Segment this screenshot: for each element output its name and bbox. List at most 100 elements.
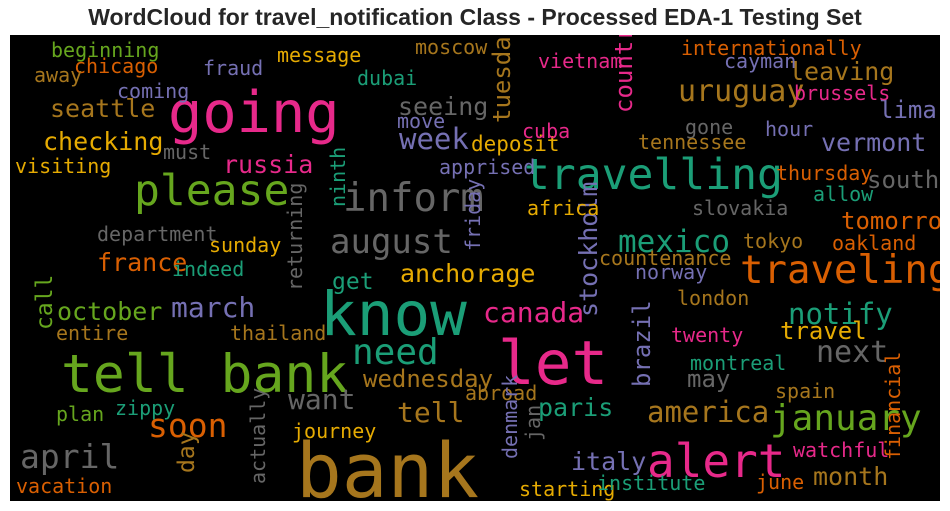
- word-going: going: [168, 80, 340, 146]
- word-norway: norway: [635, 260, 708, 284]
- word-january: january: [770, 398, 922, 439]
- word-moscow: moscow: [415, 35, 488, 59]
- word-wednesday: wednesday: [363, 365, 494, 393]
- word-soon: soon: [148, 406, 228, 445]
- word-entire: entire: [56, 321, 129, 345]
- word-vietnam: vietnam: [538, 49, 623, 73]
- word-spain: spain: [775, 379, 836, 403]
- word-inform: inform: [343, 176, 484, 221]
- word-tomorrow: tomorrow: [841, 207, 940, 235]
- word-next: next: [816, 335, 889, 370]
- word-travel: travel: [780, 317, 867, 345]
- word-brazil: brazil: [628, 300, 656, 387]
- word-department: department: [97, 222, 218, 246]
- word-slovakia: slovakia: [692, 196, 789, 220]
- word-away: away: [34, 63, 83, 87]
- word-beginning: beginning: [51, 38, 160, 62]
- word-vermont: vermont: [821, 128, 927, 157]
- word-notify: notify: [788, 297, 893, 331]
- chart-title: WordCloud for travel_notification Class …: [88, 4, 862, 30]
- word-watchful: watchful: [793, 438, 890, 462]
- word-abroad: abroad: [465, 381, 538, 405]
- word-chicago: chicago: [74, 54, 159, 78]
- word-thailand: thailand: [230, 321, 327, 345]
- word-sunday: sunday: [209, 233, 282, 257]
- word-vacation: vacation: [16, 474, 113, 498]
- word-ninth: ninth: [326, 146, 350, 207]
- word-seattle: seattle: [50, 94, 156, 123]
- word-week: week: [399, 122, 469, 156]
- word-uruguay: uruguay: [678, 74, 805, 109]
- word-america: america: [647, 395, 770, 429]
- word-june: june: [756, 470, 805, 494]
- word-need: need: [352, 332, 439, 373]
- word-alert: alert: [647, 434, 786, 488]
- word-journey: journey: [292, 419, 377, 443]
- word-allow: allow: [813, 182, 874, 206]
- word-tell: tell: [397, 396, 465, 429]
- word-actually: actually: [246, 387, 270, 484]
- word-tuesday: tuesday: [488, 35, 516, 123]
- word-let: let: [498, 328, 609, 399]
- word-dubai: dubai: [357, 66, 418, 90]
- word-lima: lima: [879, 96, 937, 124]
- word-thursday: thursday: [776, 161, 873, 185]
- word-friday: friday: [461, 178, 485, 251]
- word-italy: italy: [571, 447, 647, 476]
- word-must: must: [163, 140, 212, 164]
- word-jan: jan: [521, 404, 545, 441]
- word-country: country: [610, 35, 638, 113]
- word-south: south: [867, 166, 940, 194]
- word-canada: canada: [483, 296, 585, 329]
- word-coming: coming: [117, 79, 190, 103]
- word-brussels: brussels: [794, 81, 891, 105]
- word-october: october: [57, 297, 163, 326]
- word-april: april: [20, 437, 120, 476]
- word-france: france: [97, 248, 188, 277]
- word-want: want: [288, 383, 356, 416]
- word-anchorage: anchorage: [400, 259, 536, 288]
- word-tokyo: tokyo: [743, 229, 804, 253]
- word-montreal: montreal: [690, 351, 787, 375]
- word-denmark: denmark: [498, 374, 522, 459]
- word-bank: bank: [296, 426, 480, 502]
- word-tell-bank: tell bank: [61, 344, 349, 405]
- word-oakland: oakland: [832, 231, 917, 255]
- word-traveling: traveling: [740, 248, 940, 293]
- word-countenance: countenance: [599, 246, 732, 270]
- word-message: message: [277, 43, 362, 67]
- word-zippy: zippy: [115, 396, 176, 420]
- word-financial: financial: [881, 351, 905, 460]
- word-hour: hour: [765, 117, 814, 141]
- word-checking: checking: [43, 127, 164, 156]
- word-apprised: apprised: [439, 155, 536, 179]
- word-institute: institute: [597, 471, 706, 495]
- word-day: day: [174, 431, 200, 473]
- word-tennessee: tennessee: [638, 130, 747, 154]
- wordcloud-canvas: bank know let going tell bank alert please trav…: [10, 35, 940, 501]
- word-august: august: [330, 222, 453, 262]
- word-cayman: cayman: [724, 49, 797, 73]
- word-march: march: [171, 291, 256, 324]
- word-london: london: [677, 286, 750, 310]
- word-returning: returning: [283, 182, 307, 291]
- word-month: month: [813, 462, 889, 491]
- word-starting: starting: [519, 477, 616, 501]
- word-travelling: travelling: [524, 150, 783, 200]
- word-twenty: twenty: [671, 323, 744, 347]
- word-plan: plan: [56, 402, 105, 426]
- word-deposit: deposit: [471, 132, 560, 156]
- word-move: move: [397, 109, 446, 133]
- word-africa: africa: [527, 196, 600, 220]
- word-call: call: [32, 274, 58, 330]
- word-cuba: cuba: [522, 119, 571, 143]
- word-may: may: [687, 365, 731, 393]
- word-know: know: [320, 279, 467, 350]
- word-get: get: [332, 269, 374, 295]
- word-visiting: visiting: [15, 154, 112, 178]
- word-please: please: [134, 166, 290, 216]
- word-mexico: mexico: [618, 224, 730, 260]
- word-seeing: seeing: [398, 92, 489, 121]
- word-indeed: indeed: [172, 257, 245, 281]
- word-leaving: leaving: [789, 57, 895, 86]
